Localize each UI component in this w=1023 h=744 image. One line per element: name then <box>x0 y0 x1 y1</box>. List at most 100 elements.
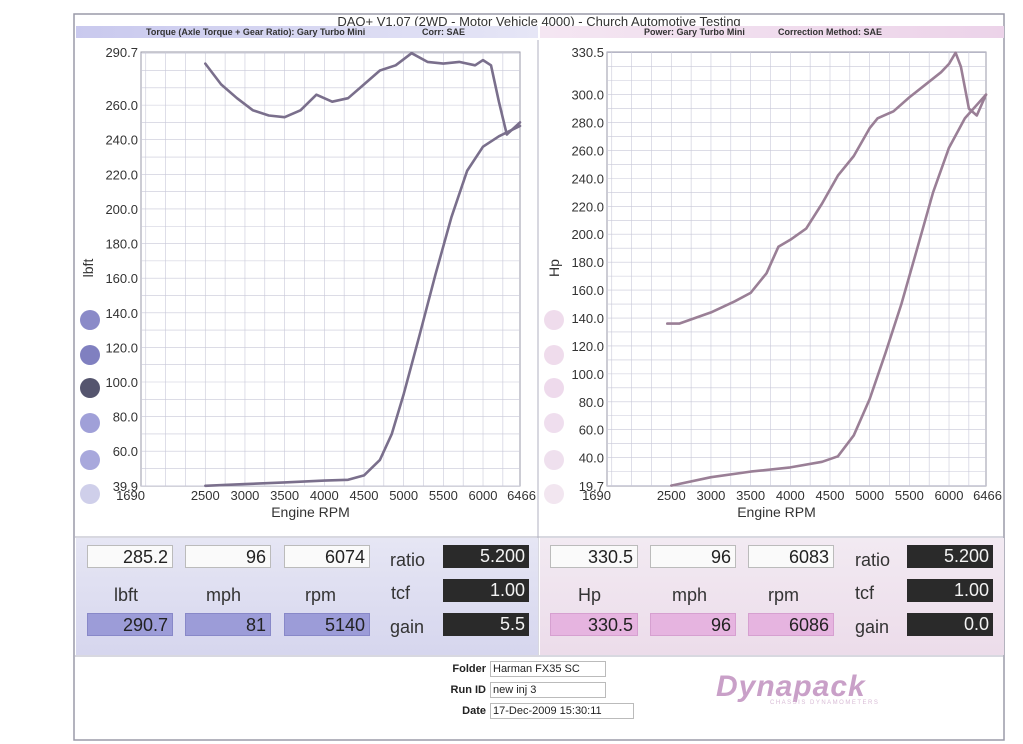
torque-series-line-1 <box>204 51 522 136</box>
torque-x-tick-label: 6000 <box>469 488 498 503</box>
torque-y-axis-label: lbft <box>80 259 96 278</box>
torque-unit-label: lbft <box>114 585 139 605</box>
channel-dot <box>80 450 100 470</box>
channel-dot <box>544 345 564 365</box>
hp-current-value: 330.5 <box>550 545 638 568</box>
torque-y-tick-label: 260.0 <box>105 98 138 113</box>
power-y-tick-label: 180.0 <box>571 255 604 270</box>
channel-dot <box>544 484 564 504</box>
torque-x-tick-label: 1690 <box>116 488 145 503</box>
torque-peak-value: 290.7 <box>87 613 173 636</box>
hp-peak-value: 330.5 <box>550 613 638 636</box>
torque-y-tick-label: 80.0 <box>113 410 138 425</box>
rpm-peak-value: 6086 <box>748 613 834 636</box>
mph-peak-value: 96 <box>650 613 736 636</box>
hp-unit-label: Hp <box>578 585 602 605</box>
dynapack-logo-subtitle: CHASSIS DYNAMOMETERS <box>770 700 880 706</box>
rpm-unit-label: rpm <box>768 585 799 605</box>
torque-y-tick-label: 200.0 <box>105 202 138 217</box>
power-x-tick-label: 4000 <box>776 488 805 503</box>
power-y-tick-label: 300.0 <box>571 88 604 103</box>
torque-plot-area <box>140 51 521 487</box>
power-y-tick-label: 19.7 <box>579 479 604 494</box>
tcf-label: tcf <box>855 583 875 603</box>
power-y-tick-label: 120.0 <box>571 339 604 354</box>
ratio-label: ratio <box>390 550 426 570</box>
power-y-tick-label: 140.0 <box>571 311 604 326</box>
gain-label: gain <box>390 617 425 637</box>
right-chart-band: Power: Gary Turbo Mini Correction Method… <box>540 26 1004 38</box>
torque-x-tick-label: 4500 <box>350 488 379 503</box>
ratio-value: 5.200 <box>907 545 993 568</box>
power-y-tick-label: 220.0 <box>571 199 604 214</box>
power-plot-area <box>606 51 987 487</box>
channel-dot <box>80 345 100 365</box>
mph-current-value: 96 <box>650 545 736 568</box>
power-y-tick-label: 60.0 <box>579 423 604 438</box>
power-y-tick-label: 100.0 <box>571 367 604 382</box>
channel-dot <box>544 310 564 330</box>
torque-x-tick-label: 6466 <box>507 488 536 503</box>
channel-dot <box>80 378 100 398</box>
ratio-label: ratio <box>855 550 891 570</box>
channel-dot <box>80 310 100 330</box>
torque-x-axis-label: Engine RPM <box>271 504 350 520</box>
mph-unit-label: mph <box>206 585 242 605</box>
folder-value: Harman FX35 SC <box>490 661 606 677</box>
torque-x-tick-label: 4000 <box>310 488 339 503</box>
power-y-tick-label: 240.0 <box>571 171 604 186</box>
torque-x-tick-label: 5500 <box>429 488 458 503</box>
channel-dot <box>544 378 564 398</box>
power-series-line-2 <box>670 93 988 487</box>
gain-label: gain <box>855 617 890 637</box>
rpm-current-value: 6074 <box>284 545 370 568</box>
rpm-current-value: 6083 <box>748 545 834 568</box>
channel-dot <box>544 450 564 470</box>
mph-peak-value: 81 <box>185 613 271 636</box>
left-band-title: Torque (Axle Torque + Gear Ratio): Gary … <box>146 27 366 37</box>
right-band-title: Power: Gary Turbo Mini <box>644 27 745 37</box>
torque-y-tick-label: 100.0 <box>105 375 138 390</box>
torque-y-tick-label: 290.7 <box>105 45 138 60</box>
power-y-tick-label: 200.0 <box>571 227 604 242</box>
power-y-tick-label: 330.5 <box>571 45 604 60</box>
power-y-tick-label: 40.0 <box>579 451 604 466</box>
power-x-tick-label: 6466 <box>973 488 1002 503</box>
left-band-corr: Corr: SAE <box>422 27 466 37</box>
power-x-tick-label: 1690 <box>582 488 611 503</box>
torque-y-tick-label: 160.0 <box>105 271 138 286</box>
power-x-tick-label: 5000 <box>855 488 884 503</box>
power-x-tick-label: 4500 <box>816 488 845 503</box>
power-series-line-1 <box>666 51 988 325</box>
run-id-value: new inj 3 <box>490 682 606 698</box>
mph-current-value: 96 <box>185 545 271 568</box>
gain-value: 5.5 <box>443 613 529 636</box>
torque-y-tick-label: 240.0 <box>105 133 138 148</box>
power-x-tick-label: 3500 <box>736 488 765 503</box>
power-x-tick-label: 5500 <box>895 488 924 503</box>
rpm-peak-value: 5140 <box>284 613 370 636</box>
torque-y-tick-label: 120.0 <box>105 340 138 355</box>
power-x-axis-label: Engine RPM <box>737 504 816 520</box>
torque-x-tick-label: 3000 <box>230 488 259 503</box>
page-title: DAQ+ V1.07 (2WD - Motor Vehicle 4000) - … <box>337 14 741 29</box>
gain-value: 0.0 <box>907 613 993 636</box>
torque-x-tick-label: 2500 <box>191 488 220 503</box>
rpm-unit-label: rpm <box>305 585 336 605</box>
date-label: Date <box>462 705 486 717</box>
left-chart-band: Torque (Axle Torque + Gear Ratio): Gary … <box>76 26 538 38</box>
ratio-value: 5.200 <box>443 545 529 568</box>
mph-unit-label: mph <box>672 585 708 605</box>
folder-label: Folder <box>452 663 486 675</box>
torque-y-tick-label: 180.0 <box>105 237 138 252</box>
torque-y-tick-label: 60.0 <box>113 444 138 459</box>
torque-x-tick-label: 3500 <box>270 488 299 503</box>
power-y-tick-label: 80.0 <box>579 395 604 410</box>
power-x-tick-label: 6000 <box>935 488 964 503</box>
torque-y-tick-label: 220.0 <box>105 167 138 182</box>
power-y-axis-label: Hp <box>546 259 562 277</box>
torque-y-tick-label: 39.9 <box>113 479 138 494</box>
channel-dot <box>544 413 564 433</box>
tcf-value: 1.00 <box>443 579 529 602</box>
